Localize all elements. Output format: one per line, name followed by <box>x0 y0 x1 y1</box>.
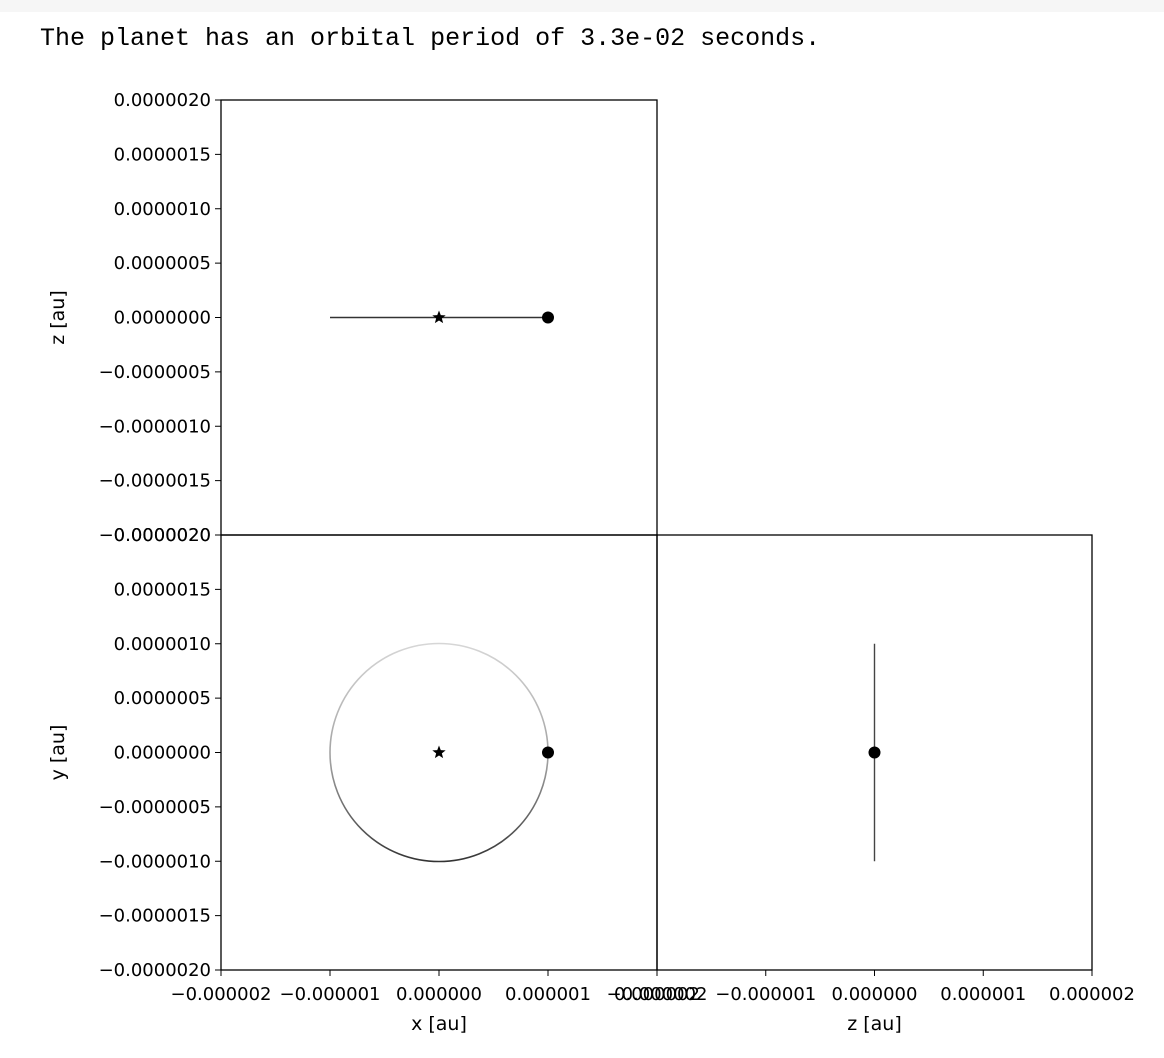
y-tick-label: 0.0000015 <box>114 579 211 600</box>
star-marker <box>432 310 446 324</box>
x-tick-label: 0.000002 <box>614 984 700 1005</box>
y-tick-label: −0.0000005 <box>99 362 211 383</box>
panel-bottom-right: −0.000002 −0.000001 0.000000 0.000001 0.0000… <box>607 534 1135 1035</box>
y-tick-label: −0.0000010 <box>99 416 211 437</box>
y-axis-label: y [au] <box>47 725 69 781</box>
planet-marker <box>542 746 554 759</box>
y-tick-label: 0.0000005 <box>114 688 211 709</box>
y-tick-label: 0.0000020 <box>114 525 211 546</box>
y-tick-label: −0.0000010 <box>99 851 211 872</box>
y-tick-label: 0.0000000 <box>114 743 211 764</box>
x-tick-label: 0.000000 <box>396 984 482 1005</box>
x-axis-label: x [au] <box>411 1013 467 1035</box>
x-tick-label: 0.000000 <box>832 984 918 1005</box>
panel-top-left: 0.0000020 0.0000015 0.0000010 0.0000005 0.00… <box>47 90 658 546</box>
planet-marker <box>868 746 881 759</box>
x-tick-label: 0.000001 <box>940 984 1026 1005</box>
x-tick-label: −0.000002 <box>171 984 272 1005</box>
panel-bottom-left: 0.0000020 0.0000015 0.0000010 0.0000005 0.00… <box>47 525 700 1035</box>
y-tick-label: 0.0000010 <box>114 634 211 655</box>
cell-output-text: The planet has an orbital period of 3.3e… <box>40 24 821 53</box>
planet-marker <box>542 311 554 324</box>
y-axis-label: z [au] <box>47 290 69 345</box>
y-tick-label: −0.0000015 <box>99 471 211 492</box>
y-tick-label: 0.0000020 <box>114 90 211 111</box>
y-tick-label: 0.0000000 <box>114 308 211 329</box>
x-tick-label: −0.000001 <box>715 984 816 1005</box>
x-tick-label: −0.000001 <box>280 984 381 1005</box>
y-tick-label: −0.0000005 <box>99 797 211 818</box>
star-marker <box>432 745 446 759</box>
x-tick-label: 0.000002 <box>1049 984 1135 1005</box>
x-tick-label: −0.000002 <box>607 984 708 1005</box>
y-tick-label: 0.0000005 <box>114 253 211 274</box>
x-tick-label: 0.000001 <box>505 984 591 1005</box>
y-tick-label: −0.0000020 <box>99 960 211 981</box>
y-tick-label: −0.0000020 <box>99 525 211 546</box>
notebook-top-strip <box>0 0 1164 12</box>
y-tick-label: 0.0000015 <box>114 144 211 165</box>
y-tick-label: 0.0000010 <box>114 199 211 220</box>
x-axis-label: z [au] <box>847 1013 902 1035</box>
y-tick-label: −0.0000015 <box>99 906 211 927</box>
